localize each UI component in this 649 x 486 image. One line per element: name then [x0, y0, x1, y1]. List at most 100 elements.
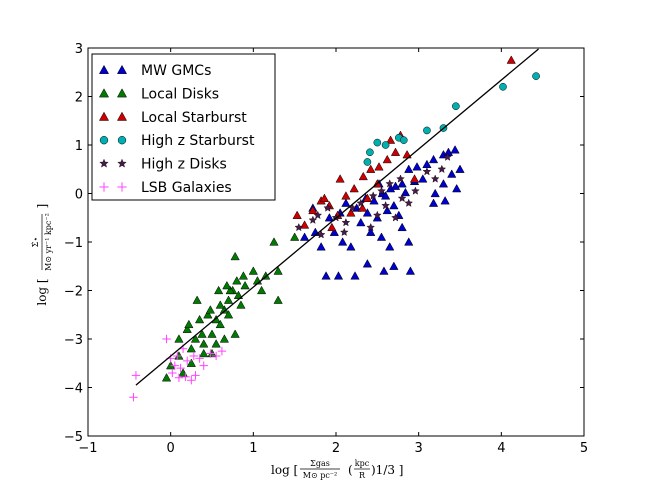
legend-marker [116, 64, 128, 74]
y-label-frac-num: Σ̇⋆ [31, 237, 40, 248]
point-high-z-disks [356, 198, 366, 207]
y-label-prefix: log [ [35, 278, 49, 305]
point-local-disks [248, 266, 258, 275]
point-high-z-starburst [373, 138, 382, 147]
fit-line-group [135, 48, 539, 386]
point-local-disks [205, 305, 215, 314]
point-local-disks [219, 334, 230, 343]
point-mw-gmcs [438, 179, 449, 188]
point-local-disks [199, 339, 209, 348]
point-local-starburst [358, 171, 368, 181]
y-tick-label: −5 [64, 430, 83, 445]
point-lsb-galaxies [199, 361, 208, 370]
legend-entry-local-disks: Local Disks [98, 86, 219, 102]
point-high-z-disks [341, 218, 351, 227]
point-local-starburst [327, 222, 337, 232]
point-mw-gmcs [400, 187, 411, 197]
point-high-z-disks [396, 174, 405, 183]
y-tick-label: −1 [64, 236, 83, 251]
point-high-z-disks [411, 186, 420, 195]
point-local-starburst [341, 191, 351, 200]
point-lsb-galaxies [183, 356, 192, 366]
y-axis-label: log [ Σ̇⋆ M⊙ yr⁻¹ kpc⁻² ] [31, 204, 53, 306]
point-local-starburst [506, 55, 516, 64]
point-high-z-disks [443, 152, 452, 161]
x-axis-label: log [ Σgas M⊙ pc⁻² ( kpc R )1/3 ] [271, 459, 404, 480]
point-local-starburst [390, 147, 401, 156]
point-mw-gmcs [321, 271, 331, 280]
legend-marker [98, 64, 110, 74]
point-high-z-disks [391, 213, 400, 222]
point-local-disks [261, 271, 271, 280]
legend-entry-high-z-disks: High z Disks [99, 157, 227, 173]
point-local-disks [223, 310, 234, 319]
legend-marker [99, 182, 109, 192]
point-lsb-galaxies [217, 346, 227, 356]
point-local-disks [197, 329, 207, 338]
point-high-z-starburst [366, 148, 374, 157]
series-local-starburst [292, 55, 516, 232]
point-high-z-disks [404, 198, 414, 207]
point-high-z-disks [385, 179, 395, 188]
point-high-z-disks [366, 222, 375, 232]
x-label-frac-den: M⊙ pc⁻² [303, 471, 337, 480]
point-local-starburst [308, 205, 318, 215]
point-local-starburst [335, 174, 345, 183]
point-mw-gmcs [329, 227, 339, 236]
legend-marker [117, 158, 127, 168]
axis-ticks: −1 0 1 2 3 4 5 −5 −4 −3 −2 −1 0 1 2 3 [64, 42, 588, 456]
point-lsb-galaxies [189, 351, 199, 361]
y-tick-label: −2 [64, 285, 83, 300]
point-mw-gmcs [324, 213, 335, 222]
point-local-starburst [292, 210, 302, 219]
point-high-z-disks [397, 193, 407, 203]
point-mw-gmcs [380, 191, 391, 200]
point-local-disks [192, 295, 202, 304]
point-lsb-galaxies [211, 351, 221, 361]
x-label-prefix: log [ [271, 463, 298, 477]
point-high-z-disks [437, 164, 447, 173]
point-local-disks [199, 348, 209, 358]
legend-label: High z Starburst [141, 133, 255, 149]
data-marks [129, 55, 540, 402]
point-mw-gmcs [397, 222, 407, 232]
point-high-z-disks [316, 230, 326, 239]
point-local-disks [186, 358, 196, 367]
point-mw-gmcs [412, 162, 422, 171]
point-lsb-galaxies [187, 376, 196, 385]
point-mw-gmcs [452, 183, 462, 193]
legend-marker [99, 136, 109, 145]
point-mw-gmcs [428, 198, 439, 207]
point-local-starburst [382, 154, 392, 164]
point-mw-gmcs [404, 237, 414, 246]
point-high-z-disks [308, 215, 318, 224]
point-mw-gmcs [369, 196, 379, 205]
legend-label: Local Disks [141, 86, 219, 102]
point-mw-gmcs [405, 266, 416, 275]
legend-entry-lsb-galaxies: LSB Galaxies [99, 180, 232, 196]
y-tick-label: 0 [75, 188, 83, 203]
point-local-disks [184, 319, 194, 329]
point-local-disks [215, 300, 225, 309]
point-high-z-disks [430, 174, 440, 183]
legend-marker [117, 182, 127, 192]
y-tick-label: −4 [64, 382, 83, 397]
point-local-disks [230, 251, 240, 261]
point-local-disks [194, 314, 205, 324]
point-local-starburst [346, 208, 356, 217]
point-high-z-disks [368, 191, 378, 200]
y-label-suffix: ] [35, 204, 49, 209]
point-lsb-galaxies [206, 349, 215, 358]
point-lsb-galaxies [181, 372, 190, 382]
point-local-disks [182, 324, 192, 333]
point-mw-gmcs [428, 154, 439, 164]
legend-marker [116, 111, 128, 121]
legend-label: High z Disks [141, 157, 227, 173]
point-local-disks [190, 334, 201, 343]
point-local-disks [240, 280, 250, 290]
point-local-starburst [374, 162, 384, 171]
point-mw-gmcs [376, 232, 387, 241]
point-mw-gmcs [379, 266, 389, 275]
point-local-disks [223, 295, 234, 304]
y-tick-label: 3 [75, 42, 83, 57]
